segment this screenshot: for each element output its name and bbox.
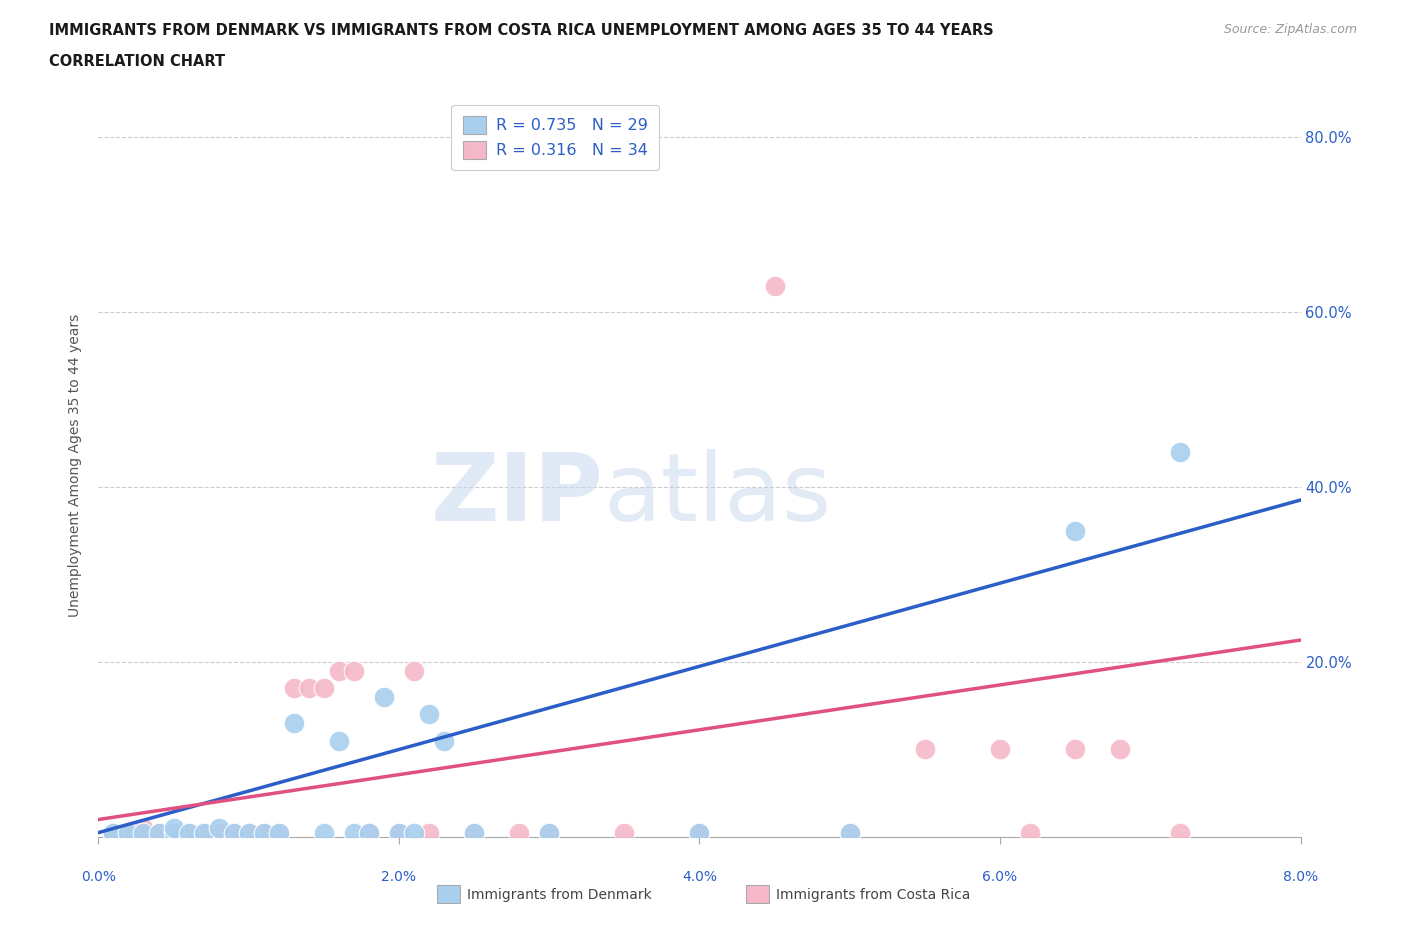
Point — [117, 825, 139, 840]
Point — [267, 825, 290, 840]
Text: 6.0%: 6.0% — [983, 870, 1018, 884]
Point — [328, 663, 350, 678]
Text: 0.0%: 0.0% — [82, 870, 115, 884]
Point — [538, 825, 561, 840]
Point — [463, 825, 485, 840]
Point — [1064, 742, 1087, 757]
Text: 2.0%: 2.0% — [381, 870, 416, 884]
Point — [433, 733, 456, 748]
Point — [838, 825, 860, 840]
Text: IMMIGRANTS FROM DENMARK VS IMMIGRANTS FROM COSTA RICA UNEMPLOYMENT AMONG AGES 35: IMMIGRANTS FROM DENMARK VS IMMIGRANTS FR… — [49, 23, 994, 38]
Point — [914, 742, 936, 757]
Point — [463, 825, 485, 840]
Point — [1168, 825, 1191, 840]
Point — [538, 825, 561, 840]
Point — [763, 278, 786, 293]
Point — [162, 825, 184, 840]
Point — [132, 825, 155, 840]
Point — [117, 825, 139, 840]
Point — [343, 825, 366, 840]
Point — [1019, 825, 1042, 840]
Text: Immigrants from Costa Rica: Immigrants from Costa Rica — [776, 887, 970, 902]
Point — [208, 821, 231, 836]
Point — [253, 825, 276, 840]
Point — [253, 825, 276, 840]
Point — [222, 825, 245, 840]
Point — [838, 825, 860, 840]
Point — [222, 825, 245, 840]
Point — [208, 825, 231, 840]
Point — [267, 825, 290, 840]
Text: 8.0%: 8.0% — [1284, 870, 1317, 884]
Point — [193, 825, 215, 840]
Point — [613, 825, 636, 840]
Point — [508, 825, 530, 840]
Point — [357, 825, 380, 840]
Point — [373, 689, 395, 704]
Point — [177, 825, 200, 840]
Point — [343, 663, 366, 678]
Point — [402, 663, 425, 678]
Point — [388, 825, 411, 840]
Point — [193, 825, 215, 840]
Point — [1064, 524, 1087, 538]
Legend: R = 0.735   N = 29, R = 0.316   N = 34: R = 0.735 N = 29, R = 0.316 N = 34 — [451, 105, 659, 170]
Point — [418, 825, 440, 840]
Point — [103, 825, 125, 840]
Point — [689, 825, 711, 840]
Point — [402, 825, 425, 840]
Point — [689, 825, 711, 840]
Point — [298, 681, 321, 696]
Text: Source: ZipAtlas.com: Source: ZipAtlas.com — [1223, 23, 1357, 36]
Point — [238, 825, 260, 840]
Point — [1168, 445, 1191, 459]
Point — [283, 681, 305, 696]
Point — [357, 825, 380, 840]
Text: atlas: atlas — [603, 449, 831, 540]
Text: Immigrants from Denmark: Immigrants from Denmark — [467, 887, 651, 902]
Text: ZIP: ZIP — [430, 449, 603, 540]
Point — [418, 707, 440, 722]
Point — [162, 825, 184, 840]
Point — [988, 742, 1011, 757]
Point — [132, 821, 155, 836]
Point — [238, 825, 260, 840]
Point — [1109, 742, 1132, 757]
Point — [312, 681, 335, 696]
Point — [328, 733, 350, 748]
Point — [162, 821, 184, 836]
Point — [148, 825, 170, 840]
Point — [103, 825, 125, 840]
Text: 4.0%: 4.0% — [682, 870, 717, 884]
Point — [283, 716, 305, 731]
Point — [177, 825, 200, 840]
Point — [388, 825, 411, 840]
Text: CORRELATION CHART: CORRELATION CHART — [49, 54, 225, 69]
Point — [148, 825, 170, 840]
Y-axis label: Unemployment Among Ages 35 to 44 years: Unemployment Among Ages 35 to 44 years — [69, 313, 83, 617]
Point — [312, 825, 335, 840]
